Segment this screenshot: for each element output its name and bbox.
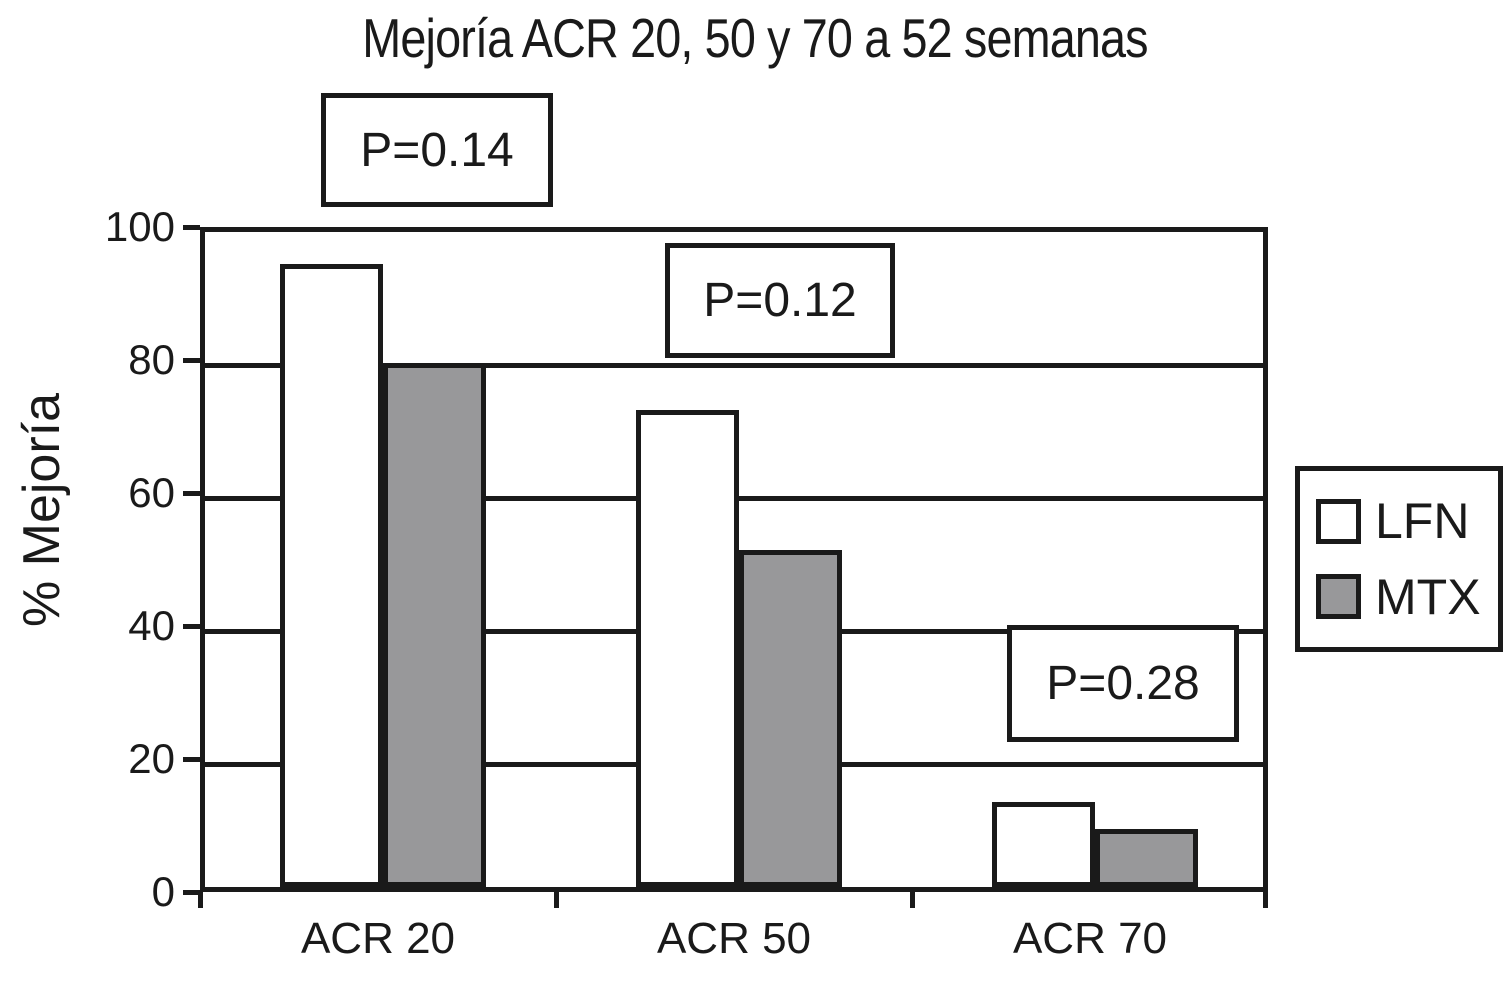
legend-label-lfn: LFN [1375, 493, 1470, 550]
y-tick-20 [183, 756, 200, 762]
p-value-box-3: P=0.28 [1007, 625, 1239, 742]
x-category-label-2: ACR 50 [656, 914, 812, 963]
x-category-label-3: ACR 70 [1012, 914, 1168, 963]
y-tick-60 [183, 490, 200, 496]
p-value-label-1: P=0.14 [360, 123, 514, 177]
p-value-label-2: P=0.12 [703, 274, 857, 327]
legend-swatch-lfn [1316, 498, 1361, 544]
bar-lfn-acr-70 [992, 802, 1095, 887]
bar-lfn-acr-50 [636, 409, 739, 887]
x-tick-3 [1263, 892, 1268, 908]
y-tick-label-60: 60 [128, 469, 175, 516]
p-value-box-1: P=0.14 [321, 93, 553, 207]
legend-label-mtx: MTX [1375, 568, 1481, 625]
bar-mtx-acr-20 [383, 363, 486, 887]
p-value-box-2: P=0.12 [665, 243, 895, 358]
chart-title: Mejoría ACR 20, 50 y 70 a 52 semanas [0, 6, 1509, 70]
bar-mtx-acr-70 [1095, 828, 1198, 887]
y-tick-0 [183, 889, 200, 895]
y-tick-label-0: 0 [151, 868, 175, 915]
legend-swatch-mtx [1316, 574, 1361, 620]
y-tick-100 [183, 224, 200, 230]
legend-row-mtx: MTX [1316, 572, 1498, 622]
y-tick-40 [183, 623, 200, 629]
bar-mtx-acr-50 [739, 549, 842, 887]
x-tick-0 [197, 892, 203, 908]
bar-lfn-acr-20 [280, 263, 383, 887]
y-tick-label-20: 20 [128, 735, 175, 782]
x-category-label-1: ACR 20 [300, 914, 456, 963]
legend-row-lfn: LFN [1316, 496, 1498, 546]
gridline-y-80 [205, 362, 1263, 368]
p-value-label-3: P=0.28 [1046, 657, 1200, 710]
y-tick-label-80: 80 [128, 336, 175, 383]
y-tick-label-100: 100 [104, 203, 175, 250]
x-tick-1 [553, 892, 559, 908]
y-tick-label-40: 40 [128, 602, 175, 649]
x-tick-2 [909, 892, 915, 908]
chart-title-text: Mejoría ACR 20, 50 y 70 a 52 semanas [361, 7, 1148, 69]
legend: LFN MTX [1295, 466, 1503, 652]
y-tick-80 [183, 357, 200, 363]
